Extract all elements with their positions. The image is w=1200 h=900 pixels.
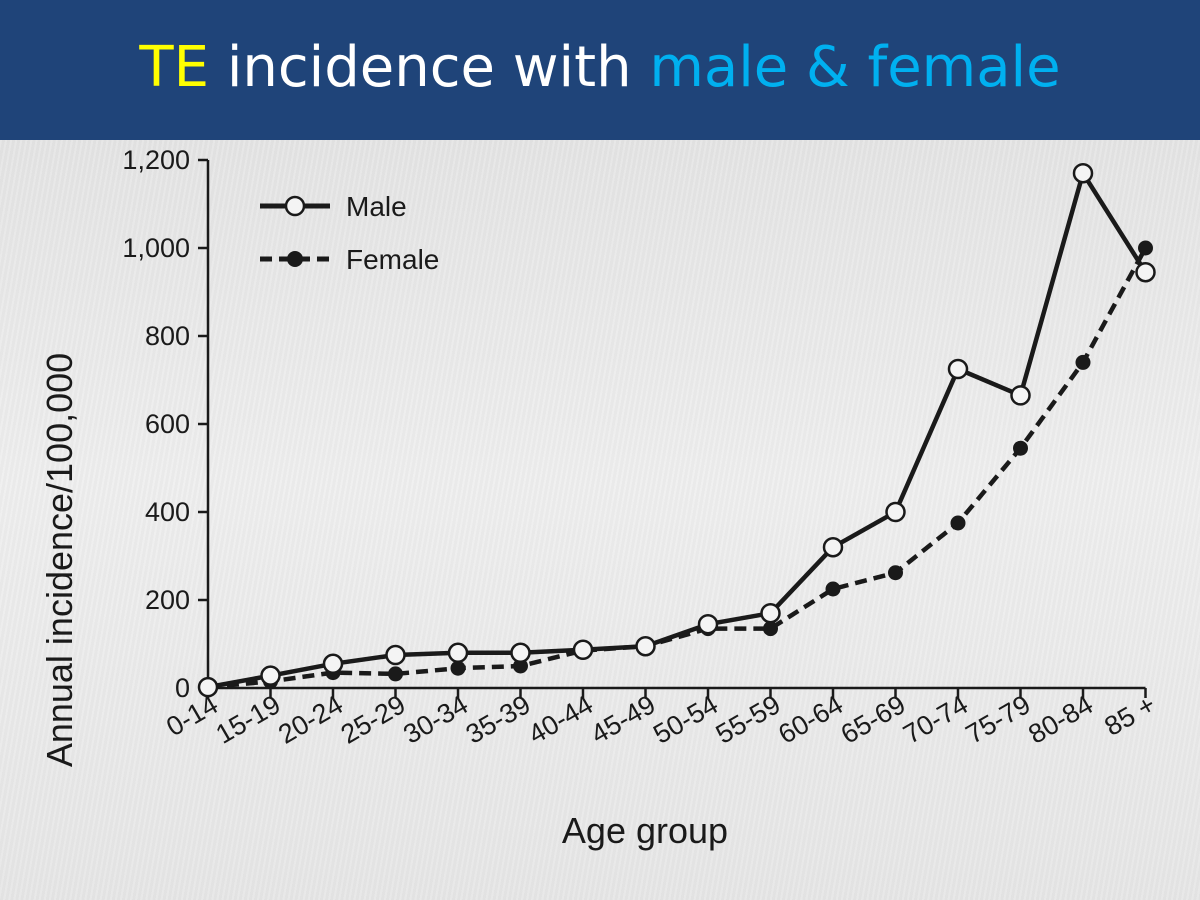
x-tick-label: 40-44 <box>523 689 598 750</box>
y-tick-label: 1,200 <box>122 145 190 175</box>
data-point-male <box>322 653 344 675</box>
data-point-male <box>885 501 906 523</box>
y-tick-label: 400 <box>145 497 190 527</box>
data-point-male <box>510 642 531 664</box>
series-line-female <box>207 246 1148 690</box>
data-point-male <box>760 602 781 624</box>
x-tick-label: 50-54 <box>648 689 723 750</box>
x-tick-label: 30-34 <box>398 689 473 750</box>
y-tick-label: 600 <box>145 409 190 439</box>
data-point-male <box>947 358 969 380</box>
x-tick-label: 55-59 <box>711 689 786 750</box>
line-chart: 0 200 400 600 800 1,000 1,200 0-1415-1920-2425-… <box>39 145 1161 851</box>
title-part-incidence: incidence with <box>209 34 650 100</box>
chart-axes: 0 200 400 600 800 1,000 1,200 0-1415-1920-2425-… <box>122 145 1160 750</box>
x-tick-label: 0-14 <box>161 689 223 742</box>
data-point-male <box>447 642 469 664</box>
legend-female-label: Female <box>346 244 439 275</box>
data-point-male <box>197 676 219 698</box>
x-tick-label: 80-84 <box>1023 689 1098 750</box>
y-tick-label: 1,000 <box>122 233 190 263</box>
x-tick-label: 70-74 <box>898 689 973 750</box>
x-tick-label: 75-79 <box>961 689 1036 750</box>
data-point-male <box>635 635 656 657</box>
data-point-female <box>888 565 903 581</box>
x-tick-label: 65-69 <box>836 689 911 750</box>
legend-male-label: Male <box>346 191 407 222</box>
slide-title: TE incidence with male & female <box>139 35 1060 100</box>
data-point-male <box>572 639 594 660</box>
x-tick-label: 85 + <box>1099 689 1160 742</box>
data-point-male <box>1135 261 1156 283</box>
data-point-female <box>763 621 778 637</box>
data-point-female <box>1075 354 1091 370</box>
series-line-male <box>207 170 1148 690</box>
y-tick-label: 0 <box>175 673 190 703</box>
chart-legend: Male Female <box>260 191 439 275</box>
title-part-gender: male & female <box>649 34 1061 100</box>
data-point-male <box>1072 162 1094 184</box>
y-axis-title: Annual incidence/100,000 <box>39 353 80 767</box>
data-point-female <box>825 581 841 597</box>
x-tick-label: 60-64 <box>773 689 848 750</box>
x-tick-label: 20-24 <box>273 689 348 750</box>
x-tick-label: 45-49 <box>586 689 661 750</box>
data-point-female <box>1013 440 1028 456</box>
data-point-male <box>1010 385 1031 406</box>
x-axis-title: Age group <box>562 810 728 851</box>
x-tick-label: 15-19 <box>211 689 286 750</box>
chart-series <box>197 162 1156 698</box>
legend-female-marker <box>287 251 303 267</box>
data-point-female <box>950 515 966 531</box>
data-point-female <box>388 666 403 682</box>
data-point-male <box>822 536 844 558</box>
x-tick-label: 25-29 <box>336 689 411 750</box>
y-tick-label: 200 <box>145 585 190 615</box>
x-tick-label: 35-39 <box>461 689 536 750</box>
chart-photo-background <box>0 140 1200 900</box>
title-bar: TE incidence with male & female <box>0 0 1200 140</box>
data-point-male <box>697 613 719 635</box>
data-point-male <box>385 644 406 666</box>
data-point-male <box>260 665 281 686</box>
legend-male-marker <box>284 195 306 217</box>
title-part-te: TE <box>139 34 210 100</box>
data-point-female <box>450 660 466 676</box>
data-point-female <box>1138 240 1153 256</box>
y-tick-label: 800 <box>145 321 190 351</box>
